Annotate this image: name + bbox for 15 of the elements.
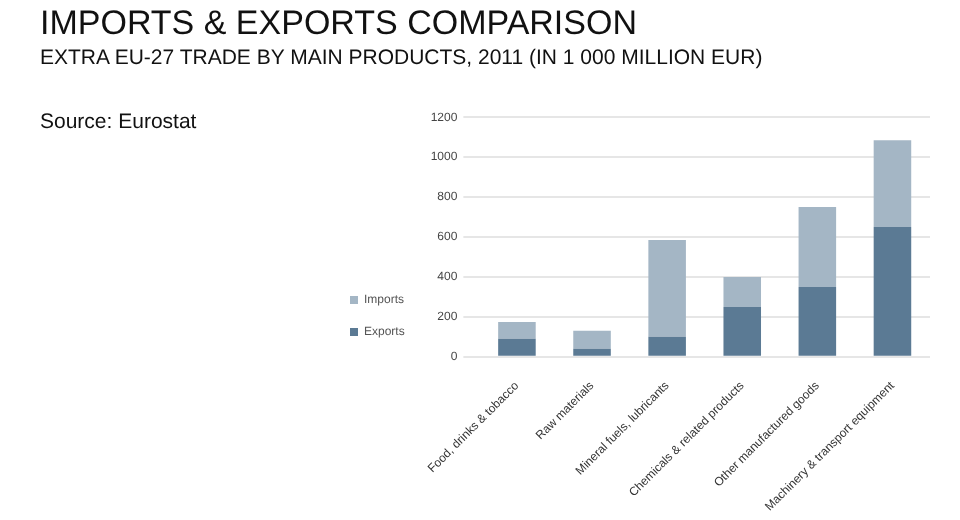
bar	[873, 140, 912, 228]
bar	[798, 207, 837, 287]
bar	[573, 330, 611, 349]
bar	[873, 227, 912, 356]
chart-subtitle: EXTRA EU-27 TRADE BY MAIN PRODUCTS, 2011 (IN 1 000 MILLION EUR)	[40, 46, 763, 70]
bar	[573, 348, 611, 356]
bar	[498, 321, 536, 339]
bar	[723, 276, 762, 307]
bar	[648, 240, 686, 337]
bar	[648, 336, 686, 356]
bar	[798, 286, 837, 356]
bar	[723, 306, 762, 356]
chart-title: IMPORTS & EXPORTS COMPARISON	[40, 4, 637, 44]
bar	[498, 338, 536, 356]
source-note: Source: Eurostat	[40, 110, 197, 134]
